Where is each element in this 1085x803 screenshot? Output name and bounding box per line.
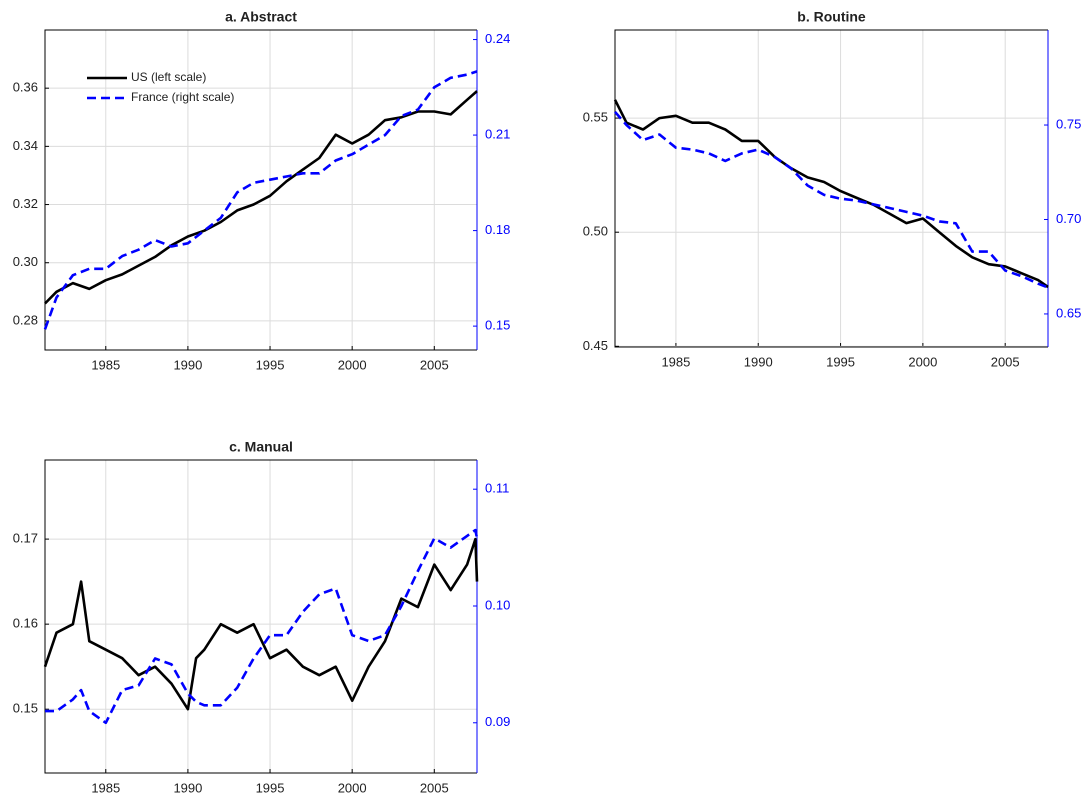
y2-tick-label: 0.24 [485,31,510,46]
series-line [613,99,1049,289]
x-tick-label: 1990 [744,354,773,369]
y2-tick-label: 0.15 [485,318,510,333]
series-line [45,528,479,725]
x-tick-label: 1995 [256,357,285,372]
y-tick-label: 0.30 [13,254,38,269]
y2-tick-label: 0.65 [1056,305,1081,320]
y-tick-label: 0.55 [583,110,608,125]
chart-title: c. Manual [229,439,293,455]
axis-frame [614,29,1048,348]
y2-tick-label: 0.18 [485,222,510,237]
series-line [614,110,1049,289]
x-tick-label: 2000 [338,780,367,795]
y-tick-label: 0.45 [583,338,608,353]
x-tick-label: 1990 [173,357,202,372]
series-line [43,70,478,330]
x-tick-label: 2005 [420,357,449,372]
x-tick-label: 1990 [173,780,202,795]
x-tick-label: 1985 [661,354,690,369]
chart-title: b. Routine [797,9,866,25]
y2-tick-label: 0.70 [1056,211,1081,226]
y2-tick-label: 0.21 [485,127,510,142]
y2-tick-label: 0.11 [485,481,509,496]
y-tick-label: 0.50 [583,224,608,239]
x-tick-label: 2000 [338,357,367,372]
chart-title: a. Abstract [225,9,297,25]
x-tick-label: 1995 [256,780,285,795]
x-tick-label: 2005 [991,354,1020,369]
x-tick-label: 1985 [91,357,120,372]
y2-tick-label: 0.09 [485,714,510,729]
y-tick-label: 0.16 [13,616,38,631]
y-tick-label: 0.17 [13,531,38,546]
x-tick-label: 2005 [420,780,449,795]
y-tick-label: 0.34 [13,138,38,153]
legend-label: US (left scale) [131,70,206,84]
y-tick-label: 0.15 [13,701,38,716]
series-line [43,537,479,711]
y-tick-label: 0.28 [13,312,38,327]
legend-label: France (right scale) [131,90,234,104]
series-line [44,90,478,305]
x-tick-label: 1985 [91,780,120,795]
x-tick-label: 2000 [908,354,937,369]
y2-tick-label: 0.75 [1056,116,1081,131]
x-tick-label: 1995 [826,354,855,369]
y2-tick-label: 0.10 [485,597,510,612]
y-tick-label: 0.36 [13,80,38,95]
y-tick-label: 0.32 [13,196,38,211]
axis-frame [44,459,477,774]
axis-frame [44,29,477,351]
